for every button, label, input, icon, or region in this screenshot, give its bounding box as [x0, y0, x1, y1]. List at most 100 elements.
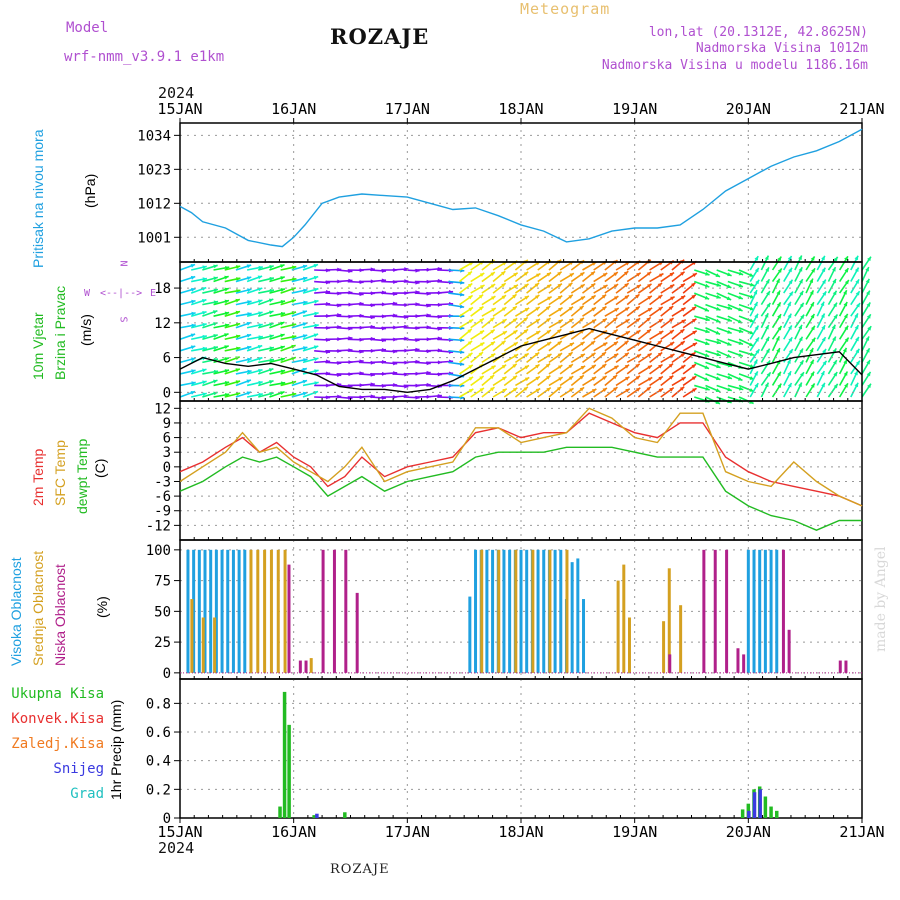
y-tick-label: 0 — [163, 666, 171, 682]
y-tick-label: 0 — [163, 385, 171, 401]
wind-barb-head — [557, 353, 563, 358]
wind-barb-head — [269, 391, 274, 396]
y-tick-label: 0.2 — [146, 782, 171, 798]
wind-barb-head — [646, 329, 652, 334]
bar-cloud — [844, 660, 848, 673]
wind-barb-head — [558, 319, 563, 324]
wind-barb-head — [491, 308, 496, 312]
wind-barb-head — [579, 375, 584, 380]
wind-barb-head — [467, 271, 472, 276]
wind-barb-head — [479, 388, 484, 392]
bar-cloud — [209, 549, 213, 673]
bar-cloud — [231, 549, 235, 673]
bar-cloud — [321, 549, 325, 673]
wind-barb-head — [705, 386, 710, 391]
wind-barb-head — [613, 329, 618, 334]
wind-barb-head — [224, 299, 229, 304]
wind-barb-head — [624, 340, 629, 345]
wind-barb-head — [866, 371, 871, 377]
wind-barb-head — [788, 291, 793, 296]
wind-barb-head — [523, 317, 528, 322]
y-tick-label: -6 — [154, 489, 171, 505]
wind-barb-head — [624, 307, 630, 312]
lonlat-label: lon,lat (20.1312E, 42.8625N) — [648, 25, 868, 40]
bar-cloud — [201, 617, 205, 673]
bar-cloud — [725, 549, 729, 673]
bar-precipitation — [312, 815, 316, 818]
wind-barb-head — [750, 352, 755, 357]
wind-barb-head — [190, 391, 196, 395]
wind-barb-head — [704, 377, 709, 381]
wind-barb-head — [202, 310, 207, 315]
wind-barb-head — [302, 264, 308, 269]
wind-barb-head — [765, 348, 770, 354]
wind-barb-head — [224, 311, 230, 316]
wind-barb-head — [513, 272, 518, 277]
wind-barb-head — [235, 380, 241, 385]
bar-cloud — [713, 549, 717, 673]
wind-barb-head — [534, 295, 540, 300]
bar-cloud — [736, 648, 740, 673]
wind-barb-head — [579, 305, 584, 311]
wind-barb-head — [546, 284, 552, 289]
wind-barb-head — [670, 354, 675, 358]
wind-barb-head — [822, 360, 827, 366]
bar-precipitation — [758, 789, 762, 818]
bar-cloud — [679, 605, 683, 673]
series-line-wind — [179, 327, 863, 394]
wind-barb-head — [213, 264, 218, 269]
wind-barb-head — [777, 256, 782, 262]
wind-barb-head — [726, 296, 732, 300]
wind-barb-head — [776, 278, 780, 284]
wind-barb-head — [777, 383, 782, 389]
wind-barb-head — [479, 330, 485, 335]
wind-barb-head — [821, 337, 826, 342]
wind-barb-head — [647, 283, 652, 288]
wind-barb-head — [512, 306, 517, 311]
wind-barb-head — [524, 307, 530, 312]
wind-barb-head — [624, 283, 629, 288]
wind-barb-head — [788, 325, 792, 330]
bar-cloud — [214, 549, 218, 673]
wind-barb-head — [478, 294, 484, 299]
wind-barb-head — [727, 329, 732, 334]
wind-barb-head — [313, 275, 319, 280]
wind-barb-head — [786, 359, 791, 364]
wind-barb-head — [524, 353, 529, 358]
wind-barb-head — [459, 292, 465, 297]
bar-cloud — [508, 549, 512, 673]
wind-barb-head — [213, 300, 219, 305]
wind-barb-head — [636, 354, 642, 359]
wind-barb-head — [843, 371, 848, 376]
wind-barb-head — [591, 364, 596, 369]
wind-barb-head — [865, 278, 870, 284]
wind-barb-head — [821, 279, 826, 284]
wind-barb-head — [844, 325, 849, 331]
wind-barb-head — [715, 273, 720, 277]
wind-barb-head — [224, 345, 229, 350]
wind-barb-head — [704, 283, 710, 288]
wind-barb-head — [236, 277, 241, 282]
y-tick-label: 6 — [163, 431, 171, 447]
wind-barb-head — [502, 376, 507, 381]
wind-barb-head — [579, 272, 585, 277]
bar-cloud — [276, 549, 280, 673]
bar-cloud — [536, 549, 540, 673]
wind-barb-head — [190, 275, 196, 280]
wind-barb-head — [764, 255, 769, 261]
wind-barb-head — [820, 301, 825, 307]
wind-barb-head — [799, 372, 804, 377]
bar-precipitation — [287, 724, 291, 818]
wind-barb-head — [716, 282, 721, 287]
wind-barb-head — [501, 295, 506, 300]
wind-barb-head — [854, 382, 859, 388]
wind-barb-head — [513, 354, 519, 359]
bar-cloud — [220, 549, 224, 673]
precip-legend-hail: Grad — [70, 786, 104, 802]
wind-barb-head — [202, 322, 207, 327]
wind-barb-head — [246, 276, 252, 281]
wind-barb-head — [314, 381, 319, 386]
wind-barb-head — [726, 284, 732, 289]
wind-barb-head — [625, 331, 630, 336]
